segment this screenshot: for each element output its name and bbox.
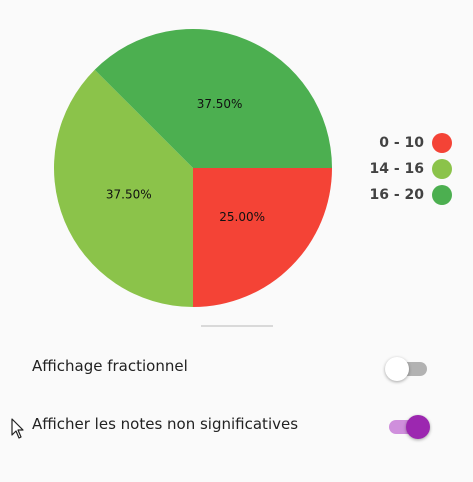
pie-slice-0-10 [193,168,332,307]
legend-swatch [432,185,452,205]
legend-swatch [432,159,452,179]
setting-label-non-significant: Afficher les notes non significatives [32,415,299,433]
toggle-thumb [385,357,409,381]
pie-slice-value-label: 37.50% [106,188,152,202]
legend-label: 16 - 20 [369,187,424,203]
legend-swatch [432,133,452,153]
pie-chart: 25.00% 37.50% 37.50% [53,28,332,307]
pie-slice-14-16 [53,69,193,307]
toggle-thumb [406,415,430,439]
section-divider [201,325,273,327]
mouse-cursor-icon [11,418,24,439]
non-significant-grades-toggle[interactable] [385,415,430,439]
setting-label-fractional: Affichage fractionnel [32,357,188,375]
legend-item-14-16: 14 - 16 [352,156,452,182]
pie-slice-value-label: 25.00% [219,210,265,224]
chart-legend: 0 - 10 14 - 16 16 - 20 [352,130,452,208]
legend-label: 0 - 10 [379,135,424,151]
setting-fractional-display[interactable]: Affichage fractionnel [0,347,473,387]
fractional-display-toggle[interactable] [385,357,429,381]
setting-non-significant-grades[interactable]: Afficher les notes non significatives [0,405,473,445]
pie-slice-value-label: 37.50% [197,97,243,111]
legend-item-0-10: 0 - 10 [352,130,452,156]
legend-item-16-20: 16 - 20 [352,182,452,208]
pie-slice-16-20 [94,28,332,169]
legend-label: 14 - 16 [369,161,424,177]
